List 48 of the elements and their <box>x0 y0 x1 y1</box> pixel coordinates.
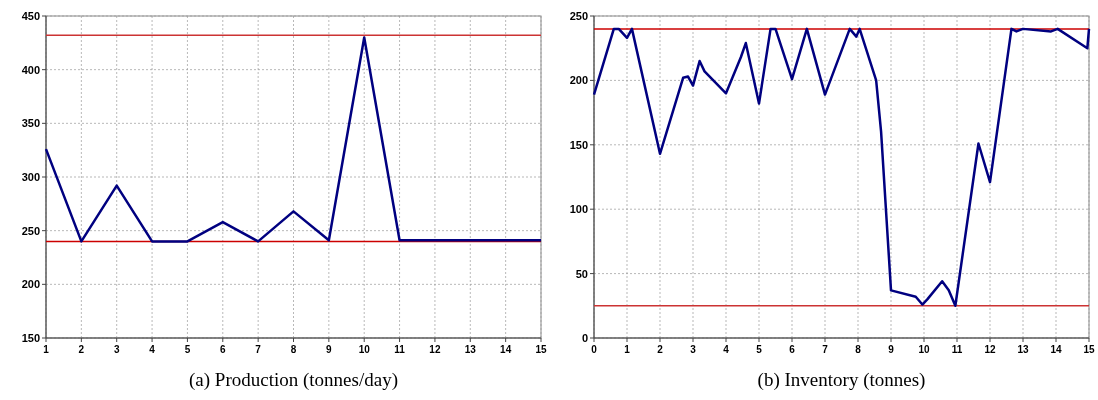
x-tick-label: 15 <box>1083 344 1095 355</box>
x-tick-label: 2 <box>78 344 85 355</box>
x-tick-label: 1 <box>43 344 50 355</box>
y-tick-label: 100 <box>569 203 588 216</box>
x-tick-label: 10 <box>358 344 371 355</box>
text: (b) Inventory (tonnes) <box>757 369 926 391</box>
x-tick-label: 5 <box>184 344 191 355</box>
x-tick-label: 11 <box>394 344 406 355</box>
x-tick-label: 1 <box>624 344 631 355</box>
x-tick-label: 2 <box>657 344 664 355</box>
y-tick-label: 450 <box>21 10 40 22</box>
text: (a) Production (tonnes/day) <box>189 369 398 391</box>
x-tick-label: 7 <box>255 344 262 355</box>
x-tick-label: 13 <box>464 344 477 355</box>
x-tick-label: 11 <box>951 344 963 355</box>
x-tick-label: 3 <box>690 344 697 355</box>
x-tick-label: 9 <box>888 344 895 355</box>
y-tick-label: 200 <box>21 278 40 291</box>
x-tick-label: 14 <box>500 344 512 355</box>
y-tick-label: 300 <box>21 171 40 183</box>
x-tick-label: 10 <box>918 344 930 355</box>
y-tick-label: 200 <box>569 74 588 87</box>
x-tick-label: 15 <box>535 344 547 355</box>
x-tick-label: 14 <box>1050 344 1062 355</box>
x-tick-label: 0 <box>591 344 598 355</box>
x-tick-label: 9 <box>326 344 333 355</box>
x-tick-label: 8 <box>290 344 297 355</box>
line-series <box>44 36 543 243</box>
x-tick-label: 8 <box>855 344 862 355</box>
x-tick-label: 12 <box>429 344 441 355</box>
x-tick-label: 3 <box>113 344 120 355</box>
x-tick-label: 6 <box>220 344 226 355</box>
x-tick-label: 12 <box>984 344 996 355</box>
y-tick-label: 250 <box>569 10 588 22</box>
line-series <box>592 27 1091 308</box>
x-tick-label: 6 <box>789 344 796 355</box>
x-tick-label: 13 <box>1017 344 1029 355</box>
y-tick-label: 350 <box>21 117 40 130</box>
x-tick-label: 4 <box>723 344 730 355</box>
y-tick-label: 50 <box>575 267 588 280</box>
y-tick-label: 0 <box>581 332 588 344</box>
x-tick-label: 5 <box>756 344 763 355</box>
x-tick-label: 4 <box>149 344 156 355</box>
y-tick-label: 150 <box>569 138 588 151</box>
y-tick-label: 400 <box>21 63 40 76</box>
y-tick-label: 250 <box>21 224 40 237</box>
x-tick-label: 7 <box>822 344 829 355</box>
y-tick-label: 150 <box>21 332 40 344</box>
